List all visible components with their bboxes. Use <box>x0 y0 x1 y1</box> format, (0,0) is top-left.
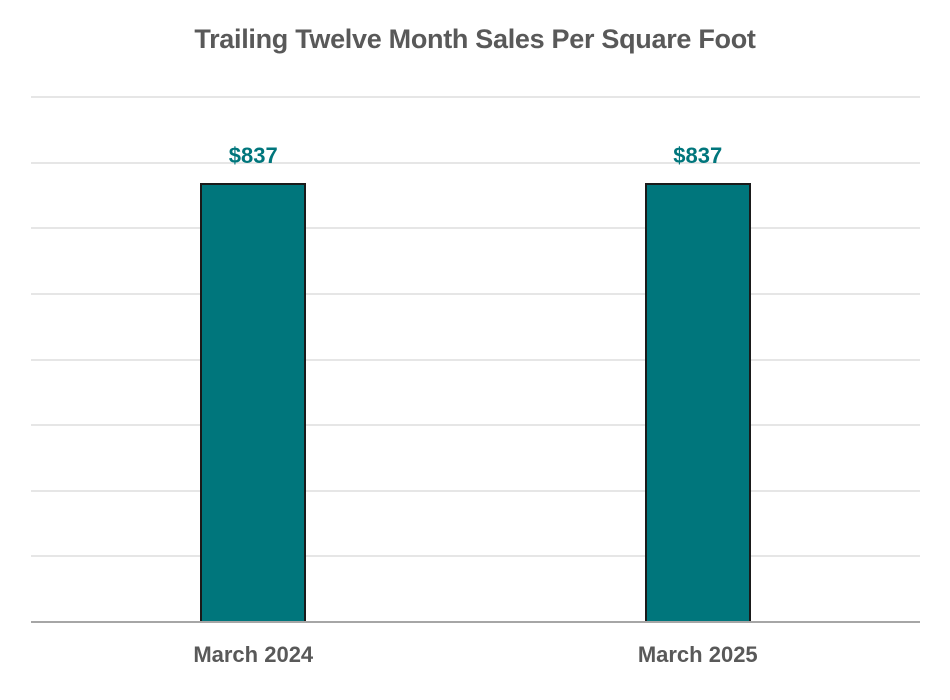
gridline <box>31 489 920 492</box>
gridline <box>31 96 920 98</box>
gridline <box>31 292 920 295</box>
chart-title: Trailing Twelve Month Sales Per Square F… <box>194 24 756 54</box>
gridline <box>31 555 920 558</box>
x-axis-label: March 2024 <box>193 642 314 667</box>
bar <box>644 182 751 621</box>
gridline <box>31 424 920 427</box>
gridline <box>31 161 920 164</box>
data-label: $837 <box>673 142 723 168</box>
data-label: $837 <box>228 142 278 168</box>
gridline <box>31 227 920 230</box>
gridline <box>31 358 920 361</box>
x-axis-line <box>31 621 920 623</box>
plot-area: $837 $837 <box>31 96 920 623</box>
bar <box>200 182 307 621</box>
x-axis-label: March 2025 <box>637 642 758 667</box>
